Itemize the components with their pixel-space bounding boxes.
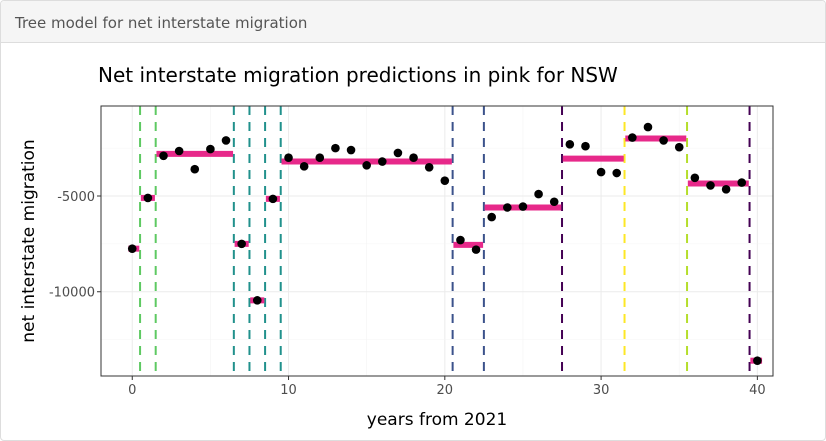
- data-point: [409, 153, 418, 163]
- data-point: [565, 139, 575, 149]
- plot-border: [100, 105, 774, 377]
- data-point: [346, 145, 356, 155]
- x-axis-ticks: 0 10 20 30 40: [128, 376, 766, 398]
- chart-title: Net interstate migration predictions in …: [98, 63, 618, 87]
- data-point: [440, 176, 450, 185]
- data-point: [674, 142, 684, 152]
- data-point: [753, 356, 762, 365]
- data-point: [706, 181, 715, 190]
- data-point: [581, 141, 590, 151]
- data-point: [252, 296, 262, 305]
- data-point: [206, 144, 215, 154]
- data-points: [127, 122, 762, 365]
- data-point: [471, 245, 481, 254]
- data-point: [331, 143, 340, 153]
- data-point: [362, 161, 371, 170]
- data-point: [612, 168, 622, 178]
- data-point: [456, 235, 465, 245]
- data-point: [737, 178, 747, 187]
- x-axis-label: years from 2021: [367, 410, 507, 430]
- data-point: [127, 244, 137, 253]
- data-point: [643, 122, 653, 132]
- data-point: [424, 162, 434, 172]
- data-point: [299, 162, 309, 171]
- data-point: [503, 203, 512, 212]
- panel-title: Tree model for net interstate migration: [15, 14, 308, 32]
- x-tick-label: 20: [437, 383, 454, 398]
- data-point: [237, 239, 246, 249]
- x-tick-label: 30: [593, 383, 610, 398]
- data-point: [159, 151, 168, 161]
- data-point: [721, 184, 731, 194]
- data-point: [378, 157, 387, 166]
- data-point: [174, 146, 184, 156]
- data-point: [487, 212, 496, 222]
- data-point: [284, 153, 293, 163]
- plot-background: [101, 106, 773, 376]
- data-point: [596, 167, 606, 177]
- data-point: [190, 164, 200, 174]
- card-header: Tree model for net interstate migration: [1, 1, 825, 43]
- y-tick-label: -10000: [49, 286, 95, 301]
- x-tick-label: 0: [128, 383, 136, 398]
- y-axis-label: net interstate migration: [19, 139, 39, 342]
- y-axis-ticks: -5000 -10000: [49, 190, 101, 301]
- data-point: [143, 193, 153, 203]
- data-point: [628, 133, 637, 142]
- x-tick-label: 40: [749, 383, 766, 398]
- x-tick-label: 10: [280, 383, 297, 398]
- data-point: [221, 136, 231, 145]
- data-point: [549, 197, 559, 207]
- y-tick-label: -5000: [57, 190, 95, 205]
- data-point: [315, 153, 325, 163]
- data-point: [659, 136, 668, 145]
- data-point: [518, 202, 528, 211]
- data-point: [690, 173, 700, 183]
- migration-chart: Net interstate migration predictions in …: [19, 63, 774, 430]
- split-lines: [139, 106, 751, 376]
- data-point: [393, 148, 403, 158]
- data-point: [534, 189, 543, 199]
- data-point: [268, 194, 278, 204]
